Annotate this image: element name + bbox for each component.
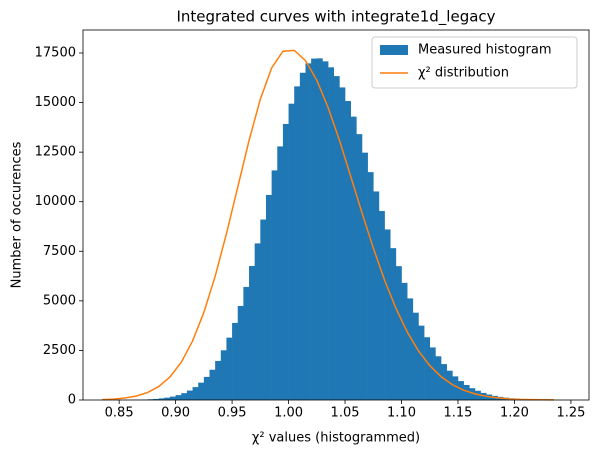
x-tick-label: 1.10: [387, 406, 416, 421]
histogram-bar: [294, 86, 301, 401]
histogram-bar: [305, 63, 312, 400]
histogram-bar: [265, 194, 272, 400]
histogram-bar: [463, 384, 470, 400]
histogram-bar: [254, 243, 261, 400]
legend-box: [371, 36, 578, 89]
histogram-bar: [164, 397, 171, 400]
histogram-bar: [401, 282, 408, 400]
histogram-bar: [407, 298, 414, 400]
histogram-bar: [333, 76, 340, 400]
x-axis-label: χ² values (histogrammed): [252, 431, 420, 446]
histogram-bar: [169, 396, 176, 400]
histogram-bar: [277, 146, 284, 400]
histogram-bar: [282, 123, 289, 400]
histogram-bar: [429, 347, 436, 400]
y-axis-label: Number of occurences: [10, 141, 25, 288]
legend-label: χ² distribution: [418, 66, 509, 81]
legend-swatch: [380, 45, 408, 55]
x-tick-label: 1.20: [500, 406, 529, 421]
histogram-bar: [192, 387, 199, 400]
histogram-bar: [153, 398, 159, 400]
histogram-bar: [345, 101, 351, 400]
histogram-bar: [288, 103, 295, 401]
histogram-bar: [328, 67, 335, 400]
histogram-bar: [418, 325, 425, 400]
histogram-bar: [384, 229, 391, 400]
y-tick-label: 7500: [43, 244, 76, 259]
y-tick-label: 12500: [35, 145, 76, 160]
y-tick-label: 17500: [35, 46, 76, 61]
histogram-bar: [220, 350, 227, 400]
x-tick-label: 1.15: [444, 406, 473, 421]
histogram-bar: [316, 58, 323, 401]
histogram-bar: [215, 360, 222, 400]
histogram-bar: [395, 266, 402, 400]
histogram-bar: [412, 312, 419, 400]
y-tick-label: 0: [68, 393, 76, 408]
histogram-bar: [249, 265, 255, 400]
x-tick-label: 0.95: [218, 406, 247, 421]
histogram-bar: [203, 376, 210, 400]
histogram-bar: [350, 116, 357, 400]
y-tick-label: 2500: [43, 343, 76, 358]
histogram-bar: [260, 219, 267, 400]
histogram-bar: [299, 72, 306, 401]
histogram-bar: [237, 305, 244, 400]
histogram-bar: [322, 61, 329, 400]
histogram-bar: [232, 322, 239, 400]
histogram-bar: [186, 390, 193, 400]
chart-title: Integrated curves with integrate1d_legac…: [176, 8, 495, 27]
line: [102, 49, 554, 401]
histogram-bar: [474, 390, 481, 400]
x-tick-label: 0.85: [105, 406, 134, 421]
histogram-bar: [469, 388, 476, 400]
histogram-bar: [452, 376, 459, 400]
histogram-bar: [198, 382, 205, 400]
x-tick-label: 0.90: [161, 406, 190, 421]
histogram-bar: [367, 172, 374, 400]
histogram-bar: [356, 134, 363, 400]
histogram-bar: [209, 369, 216, 400]
plot-frame: [82, 29, 590, 401]
histogram-bar: [271, 170, 278, 400]
histogram-bar: [361, 152, 368, 400]
histogram-bar: [441, 364, 447, 400]
histogram-bar: [158, 398, 165, 400]
histogram-bar: [424, 337, 431, 400]
histogram-bar: [311, 58, 318, 401]
histogram-bar: [435, 356, 442, 400]
y-tick-label: 15000: [35, 95, 76, 110]
histogram-bar: [181, 393, 188, 400]
histogram-bar: [339, 87, 346, 400]
y-tick-label: 10000: [35, 194, 76, 209]
y-tick-label: 5000: [43, 293, 76, 308]
histogram-bar: [373, 191, 380, 400]
x-tick-label: 1.05: [331, 406, 360, 421]
histogram-bar: [226, 337, 233, 400]
histogram-bar: [378, 211, 385, 400]
histogram-bar: [243, 286, 250, 400]
legend-label: Measured histogram: [418, 43, 552, 58]
legend: Measured histogram χ² distribution: [371, 36, 578, 89]
histogram-bar: [446, 370, 453, 400]
histogram-bar: [390, 248, 397, 400]
histogram-bar: [175, 395, 182, 400]
histogram-bar: [457, 381, 464, 400]
x-tick-label: 1.00: [274, 406, 303, 421]
x-tick-label: 1.25: [556, 406, 585, 421]
